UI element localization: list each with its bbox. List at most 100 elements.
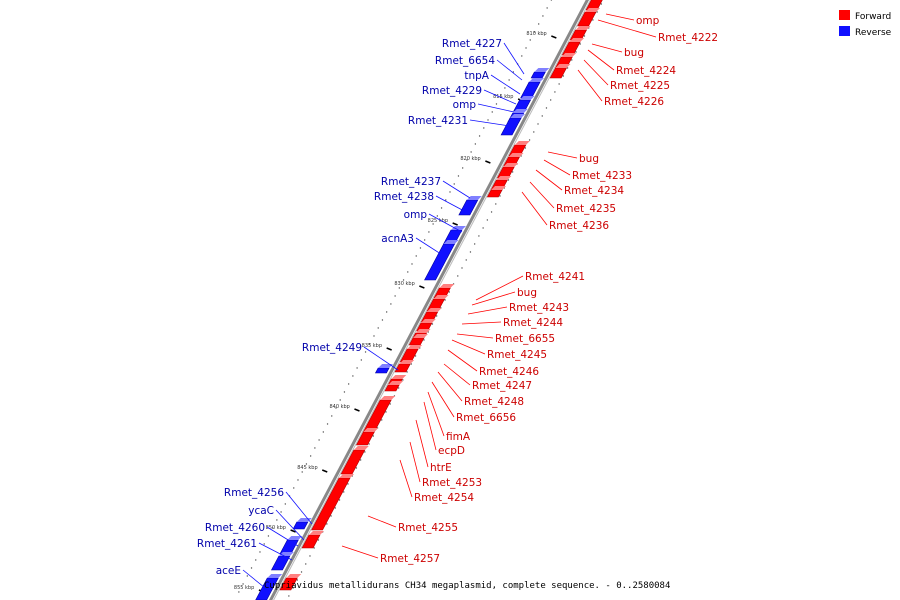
gene-cap	[585, 8, 601, 12]
reverse-gene	[530, 71, 546, 79]
leader-line	[597, 19, 657, 38]
reverse-gene-label: Rmet_4237	[381, 176, 441, 188]
guide-dot	[474, 143, 477, 145]
guide-dot	[482, 227, 484, 229]
guide-dot	[435, 315, 438, 317]
leader-line	[409, 441, 421, 483]
guide-dot	[431, 323, 434, 325]
guide-dot	[381, 319, 384, 321]
tick-label: 825 kbp	[428, 218, 448, 224]
guide-dot	[457, 275, 459, 277]
guide-dot	[259, 551, 261, 553]
gene-cap	[439, 284, 455, 288]
guide-dot	[445, 199, 447, 201]
guide-dot	[478, 135, 481, 137]
gene-cap	[561, 53, 577, 57]
guide-dot	[238, 591, 240, 593]
forward-gene-label: Rmet_4253	[422, 477, 482, 489]
guide-dot	[267, 535, 270, 537]
forward-gene-label: Rmet_4241	[525, 271, 585, 283]
guide-dot	[334, 507, 337, 509]
guide-dot	[546, 7, 548, 9]
guide-dot	[469, 251, 472, 253]
guide-dot	[364, 351, 367, 353]
guide-dot	[297, 479, 299, 481]
forward-gene-label: Rmet_4244	[503, 317, 563, 329]
gene-cap	[512, 109, 528, 113]
gene-cap	[415, 329, 431, 333]
leader-line	[467, 306, 508, 315]
guide-dot	[338, 499, 341, 501]
guide-dot	[317, 539, 320, 541]
reverse-gene-label: Rmet_4231	[408, 115, 468, 127]
guide-dot	[596, 11, 598, 13]
guide-dot	[305, 563, 307, 565]
guide-dot	[528, 139, 531, 141]
leader-line	[266, 526, 299, 547]
guide-dot	[495, 203, 497, 205]
tick-mark	[354, 408, 360, 412]
guide-dot	[397, 387, 400, 389]
guide-dot	[407, 271, 409, 273]
guide-dot	[271, 527, 274, 529]
guide-dot	[406, 371, 408, 373]
guide-dot	[545, 107, 548, 109]
forward-gene-label: Rmet_4226	[604, 96, 664, 108]
gene-cap	[286, 574, 302, 578]
guide-dot	[377, 327, 379, 329]
guide-dot	[255, 559, 257, 561]
forward-gene-label: bug	[624, 47, 644, 59]
leader-line	[258, 542, 293, 561]
guide-dot	[499, 95, 502, 97]
forward-gene-label: Rmet_4255	[398, 522, 458, 534]
leader-line	[496, 59, 523, 81]
guide-dot	[250, 567, 253, 569]
guide-dot	[566, 67, 569, 69]
leader-line	[483, 89, 517, 105]
leader-line	[399, 459, 413, 498]
guide-dot	[537, 23, 540, 25]
gene-cap	[450, 226, 466, 230]
guide-dot	[411, 263, 413, 265]
guide-dot	[440, 207, 443, 209]
guide-dot	[385, 411, 387, 413]
gene-cap	[380, 396, 396, 400]
guide-dot	[355, 467, 358, 469]
tick-mark	[290, 529, 296, 533]
reverse-gene-label: Rmet_4238	[374, 191, 434, 203]
forward-gene-label: Rmet_4247	[472, 380, 532, 392]
gene-cap	[433, 295, 449, 299]
leader-line	[447, 349, 478, 372]
reverse-gene-label: Rmet_4249	[302, 342, 362, 354]
guide-dot	[314, 447, 316, 449]
guide-dot	[558, 83, 560, 85]
guide-dot	[246, 575, 249, 577]
reverse-gene-label: aceE	[216, 565, 241, 577]
gene-cap	[363, 428, 379, 432]
gene-cap	[510, 114, 526, 118]
guide-dot	[444, 299, 446, 301]
tick-label: 855 kbp	[234, 585, 254, 591]
gene-cap	[575, 26, 591, 30]
guide-dot	[562, 75, 565, 77]
guide-dot	[326, 523, 328, 525]
guide-dot	[600, 3, 603, 5]
forward-gene-label: Rmet_4234	[564, 185, 624, 197]
guide-dot	[592, 19, 594, 21]
tick-mark	[452, 222, 458, 226]
guide-dot	[415, 255, 417, 257]
forward-gene-label: Rmet_4243	[509, 302, 569, 314]
tick-label: 820 kbp	[460, 156, 480, 162]
guide-dot	[550, 0, 553, 1]
gene-cap	[496, 176, 512, 180]
guide-dot	[339, 399, 341, 401]
guide-dot	[491, 111, 493, 113]
leader-line	[437, 371, 463, 402]
guide-dot	[423, 239, 426, 241]
tick-mark	[386, 347, 392, 351]
guide-dot	[423, 339, 425, 341]
reverse-gene	[374, 367, 390, 374]
guide-dot	[448, 291, 451, 293]
gene-cap	[466, 196, 482, 200]
backbone-shadow	[273, 0, 591, 600]
